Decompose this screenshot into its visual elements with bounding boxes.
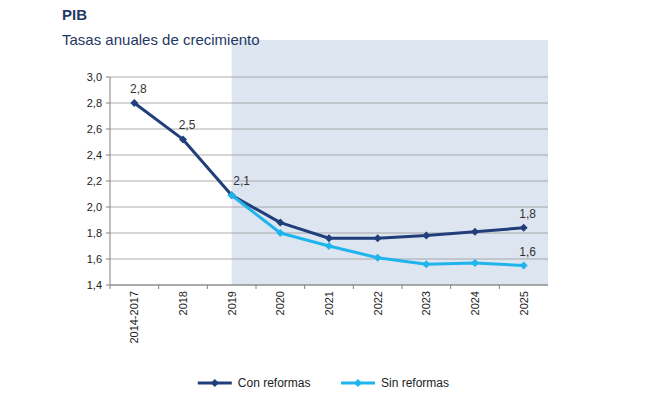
grid-line <box>110 207 548 208</box>
marker <box>325 234 333 242</box>
marker <box>325 242 333 250</box>
y-tick-label: 3,0 <box>87 71 102 83</box>
x-tick <box>304 285 305 289</box>
grid-line <box>110 285 548 286</box>
x-tick <box>402 285 403 289</box>
marker <box>179 135 187 143</box>
plot-area <box>130 99 527 270</box>
marker <box>471 259 479 267</box>
y-tick-label: 1,6 <box>87 253 102 265</box>
data-label: 2,1 <box>233 174 250 188</box>
tick <box>106 155 110 156</box>
x-tick-label: 2023 <box>420 291 432 315</box>
grid-line <box>110 155 548 156</box>
tick <box>106 285 110 286</box>
x-tick-label: 2018 <box>177 291 189 315</box>
chart: PIB Tasas anuales de crecimiento 1,4 1,6 1,8… <box>0 0 650 400</box>
legend: Con reformas Sin reformas <box>198 376 449 390</box>
x-tick <box>353 285 354 289</box>
y-tick-label: 1,8 <box>87 227 102 239</box>
tick <box>106 259 110 260</box>
y-tick-label: 2,6 <box>87 123 102 135</box>
series-line <box>232 195 524 265</box>
series-line <box>134 103 523 238</box>
subtitle: Tasas anuales de crecimiento <box>62 31 260 48</box>
data-label: 2,8 <box>130 82 147 96</box>
x-tick-label: 2022 <box>372 291 384 315</box>
marker <box>520 224 528 232</box>
y-tick-label: 2,0 <box>87 201 102 213</box>
grid-line <box>110 129 548 130</box>
y-axis <box>110 77 111 285</box>
grid-line <box>110 233 548 234</box>
tick <box>106 103 110 104</box>
marker <box>374 234 382 242</box>
y-tick-label: 2,8 <box>87 97 102 109</box>
x-tick-label: 2021 <box>323 291 335 315</box>
x-tick <box>256 285 257 289</box>
data-label: 1,8 <box>519 207 536 221</box>
data-label: 1,6 <box>519 245 536 259</box>
legend-label: Con reformas <box>238 376 311 390</box>
y-tick-label: 1,4 <box>87 279 102 291</box>
x-tick-label: 2024 <box>469 291 481 315</box>
tick <box>106 129 110 130</box>
marker <box>228 191 236 199</box>
x-tick <box>158 285 159 289</box>
tick <box>106 233 110 234</box>
grid-line <box>110 103 548 104</box>
x-tick-label: 2020 <box>274 291 286 315</box>
marker <box>276 219 284 227</box>
grid-line <box>110 77 548 78</box>
marker <box>422 260 430 268</box>
y-tick-label: 2,2 <box>87 175 102 187</box>
x-tick <box>499 285 500 289</box>
marker <box>471 228 479 236</box>
x-tick-label: 2014-2017 <box>128 291 140 344</box>
x-tick-label: 2019 <box>226 291 238 315</box>
x-tick-label: 2025 <box>518 291 530 315</box>
x-tick <box>207 285 208 289</box>
x-axis <box>110 285 548 286</box>
marker <box>130 99 138 107</box>
marker <box>276 229 284 237</box>
title: PIB <box>62 6 87 23</box>
grid-line <box>110 181 548 182</box>
legend-marker <box>354 379 362 387</box>
x-tick <box>110 285 111 289</box>
legend-label: Sin reformas <box>381 376 449 390</box>
legend-marker <box>211 379 219 387</box>
tick <box>106 77 110 78</box>
y-tick-label: 2,4 <box>87 149 102 161</box>
x-tick <box>450 285 451 289</box>
marker <box>520 262 528 270</box>
tick <box>106 181 110 182</box>
marker <box>374 254 382 262</box>
grid-line <box>110 259 548 260</box>
tick <box>106 207 110 208</box>
data-label: 2,5 <box>179 118 196 132</box>
marker <box>422 232 430 240</box>
